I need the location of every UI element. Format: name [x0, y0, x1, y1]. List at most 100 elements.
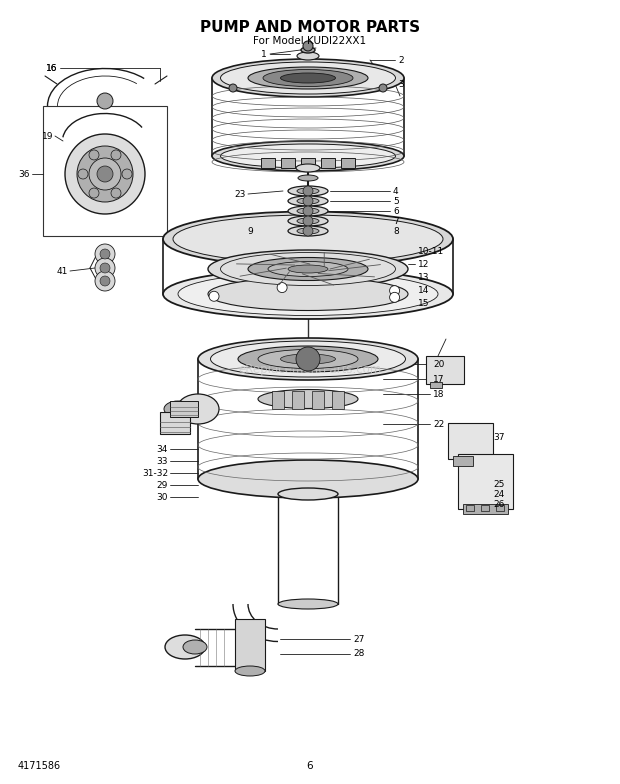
- Text: 18: 18: [433, 390, 445, 398]
- Text: 20: 20: [433, 360, 445, 368]
- Text: For Model KUDI22XX1: For Model KUDI22XX1: [254, 36, 366, 46]
- Circle shape: [303, 226, 313, 236]
- Text: 27: 27: [353, 634, 365, 644]
- Ellipse shape: [278, 599, 338, 609]
- Text: 5: 5: [393, 197, 399, 205]
- Ellipse shape: [208, 278, 408, 310]
- Ellipse shape: [288, 196, 328, 206]
- Ellipse shape: [258, 390, 358, 408]
- Ellipse shape: [198, 338, 418, 380]
- Text: 31-32: 31-32: [142, 469, 168, 477]
- Ellipse shape: [221, 252, 396, 285]
- Ellipse shape: [301, 47, 315, 53]
- Ellipse shape: [288, 206, 328, 216]
- Ellipse shape: [211, 341, 405, 377]
- Ellipse shape: [278, 488, 338, 500]
- Bar: [481, 505, 489, 511]
- Ellipse shape: [183, 640, 207, 654]
- Ellipse shape: [221, 62, 396, 94]
- Ellipse shape: [238, 346, 378, 372]
- Text: 36: 36: [19, 169, 30, 179]
- Text: 23: 23: [234, 190, 246, 198]
- Circle shape: [303, 206, 313, 216]
- Circle shape: [95, 244, 115, 264]
- Ellipse shape: [297, 218, 319, 224]
- Circle shape: [89, 150, 99, 160]
- Ellipse shape: [198, 460, 418, 498]
- Bar: [458, 454, 513, 509]
- Bar: [466, 505, 474, 511]
- Circle shape: [277, 282, 287, 292]
- Text: 26: 26: [493, 499, 505, 509]
- Circle shape: [303, 196, 313, 206]
- Bar: [281, 158, 295, 168]
- Bar: [43, 106, 167, 236]
- Bar: [496, 505, 504, 511]
- Ellipse shape: [212, 141, 404, 171]
- Text: 6: 6: [393, 206, 399, 216]
- Ellipse shape: [280, 354, 335, 364]
- Bar: [272, 391, 284, 409]
- Circle shape: [303, 41, 313, 51]
- Text: 41: 41: [56, 267, 68, 275]
- Ellipse shape: [178, 273, 438, 315]
- Text: 10-11: 10-11: [418, 246, 445, 256]
- Ellipse shape: [258, 350, 358, 368]
- Text: 7: 7: [393, 216, 399, 226]
- Text: 12: 12: [418, 260, 430, 268]
- Circle shape: [100, 263, 110, 273]
- Bar: [261, 158, 275, 168]
- Bar: [341, 158, 355, 168]
- Text: 16: 16: [45, 64, 57, 72]
- Bar: [170, 401, 198, 417]
- Bar: [463, 504, 508, 514]
- Ellipse shape: [288, 216, 328, 226]
- Text: 29: 29: [157, 481, 168, 489]
- Ellipse shape: [296, 164, 320, 172]
- Bar: [332, 391, 344, 409]
- Circle shape: [209, 292, 219, 301]
- Ellipse shape: [268, 262, 348, 277]
- Circle shape: [389, 292, 400, 303]
- Ellipse shape: [173, 215, 443, 263]
- Bar: [292, 391, 304, 409]
- Ellipse shape: [235, 666, 265, 676]
- Ellipse shape: [288, 226, 328, 236]
- Text: 13: 13: [418, 273, 430, 281]
- Circle shape: [97, 93, 113, 109]
- Ellipse shape: [221, 144, 396, 168]
- Text: 6: 6: [307, 761, 313, 771]
- Ellipse shape: [280, 73, 335, 83]
- Ellipse shape: [248, 257, 368, 281]
- Circle shape: [111, 188, 121, 198]
- Bar: [426, 356, 464, 384]
- Ellipse shape: [288, 265, 328, 273]
- Ellipse shape: [164, 401, 192, 417]
- Ellipse shape: [165, 635, 205, 659]
- Bar: [430, 382, 442, 388]
- Circle shape: [95, 258, 115, 278]
- Circle shape: [95, 271, 115, 291]
- Bar: [321, 158, 335, 168]
- Ellipse shape: [298, 175, 318, 181]
- Ellipse shape: [297, 198, 319, 204]
- Ellipse shape: [212, 59, 404, 97]
- Circle shape: [78, 169, 88, 179]
- Text: 33: 33: [156, 456, 168, 466]
- Circle shape: [389, 285, 400, 296]
- Circle shape: [379, 84, 387, 92]
- Ellipse shape: [297, 208, 319, 214]
- Circle shape: [296, 347, 320, 371]
- Ellipse shape: [163, 269, 453, 319]
- Ellipse shape: [163, 212, 453, 267]
- Bar: [312, 391, 324, 409]
- Circle shape: [77, 146, 133, 202]
- Text: 1: 1: [261, 49, 267, 59]
- Circle shape: [229, 84, 237, 92]
- Text: 4: 4: [393, 187, 399, 195]
- Text: 25: 25: [493, 480, 505, 488]
- Text: 14: 14: [418, 285, 430, 295]
- Circle shape: [303, 186, 313, 196]
- Ellipse shape: [263, 70, 353, 86]
- Ellipse shape: [297, 52, 319, 60]
